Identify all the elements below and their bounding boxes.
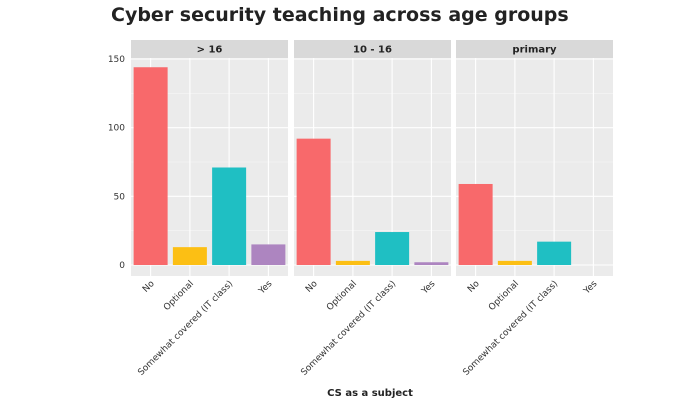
- y-tick-label: 100: [108, 124, 125, 134]
- x-axis-title: CS as a subject: [327, 388, 413, 399]
- x-tick-label: Optional: [487, 279, 521, 313]
- bar: [251, 244, 286, 265]
- bar: [172, 247, 207, 265]
- bar: [497, 260, 532, 265]
- panel-strip-label: > 16: [197, 45, 223, 56]
- x-tick-label: Optional: [325, 279, 359, 313]
- chart-title: Cyber security teaching across age group…: [111, 4, 569, 26]
- x-tick-label: No: [466, 279, 482, 295]
- x-tick-label: Yes: [581, 279, 599, 297]
- x-tick-label: No: [304, 279, 320, 295]
- x-tick-label: No: [141, 279, 157, 295]
- bar: [375, 232, 410, 265]
- panel-strip-label: 10 - 16: [353, 45, 392, 56]
- bar: [212, 167, 247, 265]
- y-tick-label: 50: [114, 192, 126, 202]
- panel-strip-label: primary: [512, 45, 557, 56]
- bar: [458, 183, 493, 265]
- panel-strip: [294, 40, 451, 58]
- panel-strip: [456, 40, 613, 58]
- bar: [414, 262, 449, 265]
- bar: [537, 241, 572, 265]
- bar: [335, 260, 370, 265]
- panel-strip: [131, 40, 288, 58]
- y-tick-label: 150: [108, 55, 125, 65]
- y-tick-label: 0: [119, 261, 125, 271]
- x-tick-label: Yes: [419, 279, 437, 297]
- x-tick-label: Optional: [162, 279, 196, 313]
- bar: [133, 67, 168, 266]
- x-tick-label: Yes: [256, 279, 274, 297]
- bar: [296, 138, 331, 265]
